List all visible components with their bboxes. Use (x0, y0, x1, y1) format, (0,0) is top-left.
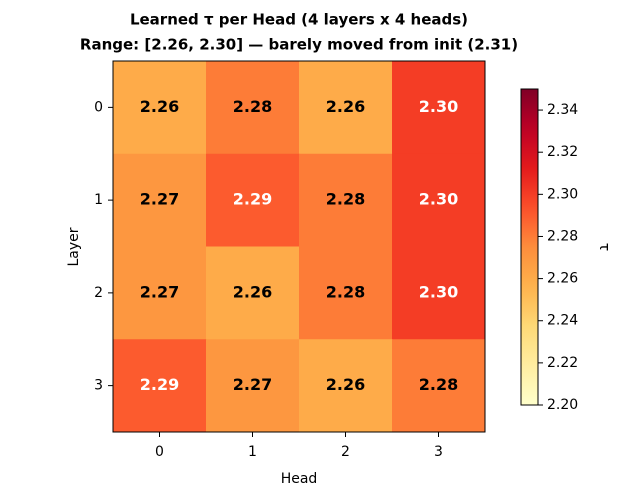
y-tick-label: 0 (94, 99, 103, 115)
heatmap-cell (392, 153, 486, 247)
cell-label: 2.30 (419, 282, 458, 301)
heatmap-cell (113, 246, 207, 340)
cell-label: 2.30 (419, 190, 458, 209)
colorbar (520, 88, 539, 406)
heatmap-cell (206, 246, 300, 340)
heatmap-cell (113, 153, 207, 247)
cell-label: 2.29 (233, 190, 272, 209)
cell-label: 2.28 (233, 97, 272, 116)
colorbar-tick-label: 2.26 (547, 271, 578, 287)
y-tick-label: 3 (94, 378, 103, 394)
colorbar-label: τ (596, 243, 612, 251)
heatmap-cell (299, 246, 393, 340)
cell-label: 2.26 (140, 97, 179, 116)
colorbar-tick-label: 2.24 (547, 313, 578, 329)
cell-label: 2.28 (326, 282, 365, 301)
x-tick-label: 0 (155, 444, 164, 460)
heatmap-cell (299, 153, 393, 247)
colorbar-tick-label: 2.22 (547, 355, 578, 371)
heatmap-cell (113, 339, 207, 433)
colorbar-tick-label: 2.28 (547, 228, 578, 244)
heatmap-cell (299, 61, 393, 155)
cell-label: 2.28 (419, 375, 458, 394)
cell-label: 2.26 (326, 375, 365, 394)
colorbar-tick-label: 2.20 (547, 397, 578, 413)
y-tick-label: 1 (94, 192, 103, 208)
colorbar-tick-label: 2.32 (547, 144, 578, 160)
x-tick-label: 3 (434, 444, 443, 460)
cell-label: 2.27 (233, 375, 272, 394)
x-axis-label: Head (281, 471, 318, 487)
heatmap-cell (206, 339, 300, 433)
cell-label: 2.28 (326, 190, 365, 209)
plot-frame (112, 60, 486, 433)
colorbar-tick-label: 2.34 (547, 102, 578, 118)
y-axis-label: Layer (66, 227, 82, 266)
heatmap-cell (299, 339, 393, 433)
cell-label: 2.27 (140, 282, 179, 301)
y-tick-label: 2 (94, 285, 103, 301)
cell-label: 2.27 (140, 190, 179, 209)
heatmap-cell (206, 61, 300, 155)
heatmap-cell (392, 246, 486, 340)
colorbar-tick-label: 2.30 (547, 186, 578, 202)
cell-label: 2.26 (233, 282, 272, 301)
cell-label: 2.26 (326, 97, 365, 116)
x-tick-label: 2 (341, 444, 350, 460)
cell-label: 2.30 (419, 97, 458, 116)
heatmap-cell (113, 61, 207, 155)
chart-subtitle: Range: [2.26, 2.30] — barely moved from … (80, 36, 518, 54)
chart-title: Learned τ per Head (4 layers x 4 heads) (130, 11, 468, 29)
heatmap-cell (206, 153, 300, 247)
heatmap-cell (392, 339, 486, 433)
x-tick-label: 1 (248, 444, 257, 460)
heatmap-cell (392, 61, 486, 155)
cell-label: 2.29 (140, 375, 179, 394)
